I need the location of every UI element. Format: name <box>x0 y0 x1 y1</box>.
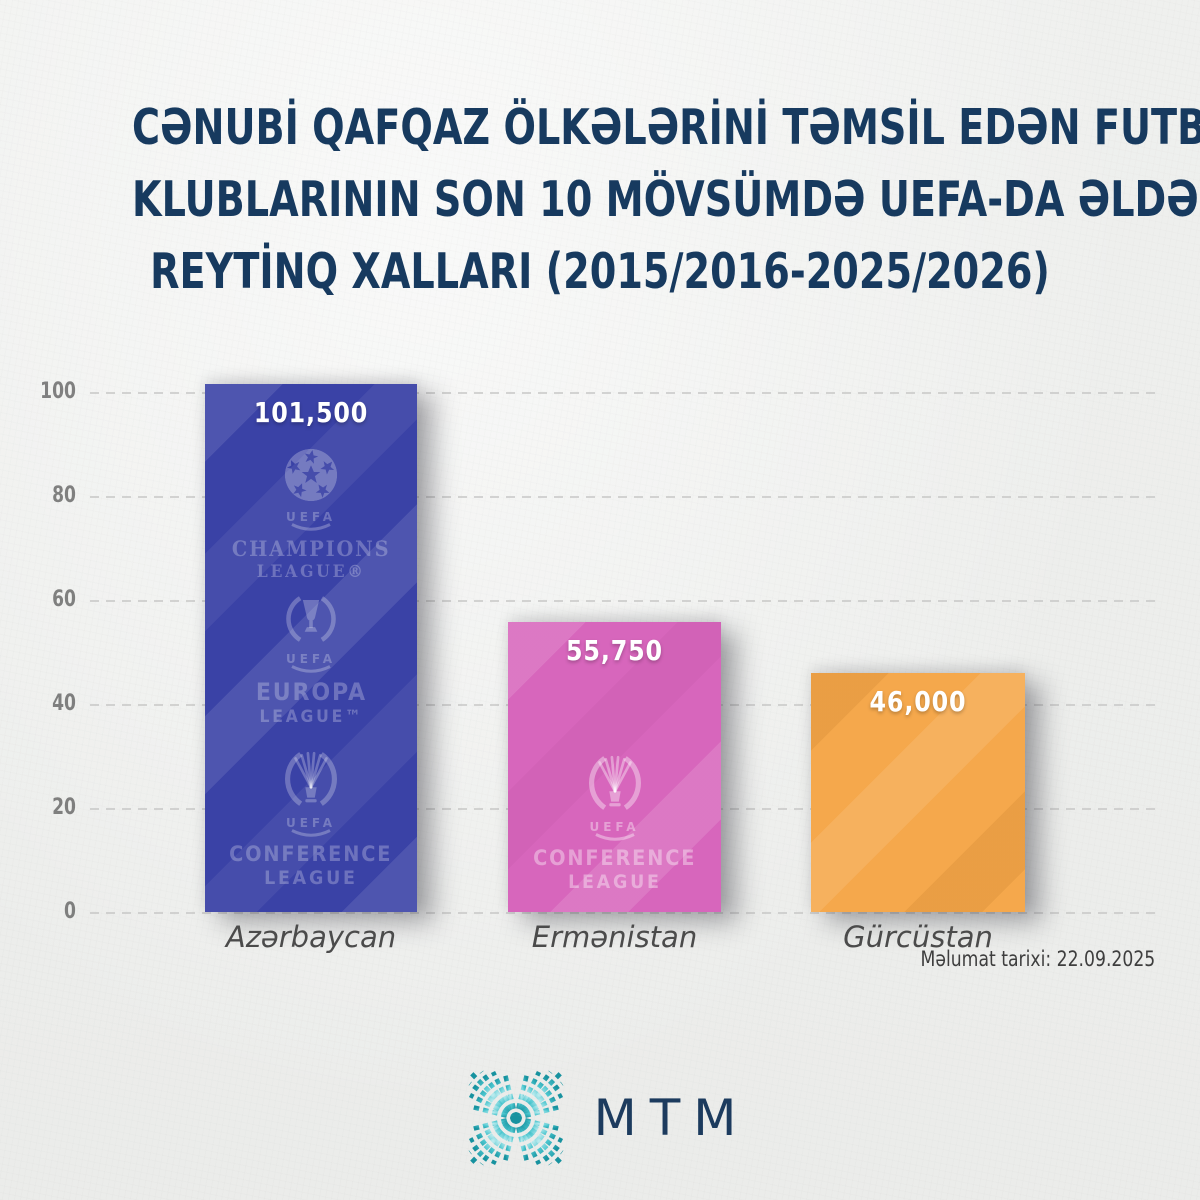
champions-league-badge: UEFA CHAMPIONS LEAGUE® <box>205 444 417 582</box>
y-tick-40: 40 <box>52 691 76 716</box>
conference-league-trophy-icon <box>588 755 641 810</box>
conference-league-badge: UEFA CONFERENCE LEAGUE <box>205 746 417 889</box>
bar-value-ermenistan: 55,750 <box>566 634 663 667</box>
brand-block: MTM <box>0 1066 1200 1170</box>
data-date-note: Məlumat tarixi: 22.09.2025 <box>920 947 1155 971</box>
champions-league-starball-icon <box>284 448 338 502</box>
conference-league-label-2: LEAGUE <box>264 867 358 889</box>
page-title: CƏNUBİ QAFQAZ ÖLKƏLƏRİNİ TƏMSİL EDƏN FUT… <box>0 92 1200 308</box>
title-line-3: REYTİNQ XALLARI (2015/2016-2025/2026) <box>150 243 1050 300</box>
europa-league-badge: UEFA EUROPA LEAGUE™ <box>205 590 417 727</box>
uefa-wordmark: UEFA <box>589 820 640 834</box>
conference-league-label-2: LEAGUE <box>567 871 662 893</box>
category-label-ermenistan: Ermənistan <box>531 920 698 954</box>
uefa-wordmark: UEFA <box>285 652 337 666</box>
y-tick-60: 60 <box>52 587 76 612</box>
brand-name: MTM <box>593 1089 750 1147</box>
uefa-wordmark: UEFA <box>285 510 337 524</box>
conference-league-badge: UEFA CONFERENCE LEAGUE <box>508 750 721 893</box>
y-tick-0: 0 <box>64 899 76 924</box>
europa-league-trophy-icon <box>286 596 336 642</box>
y-tick-100: 100 <box>40 379 76 404</box>
gridline-60: 60 <box>52 587 1155 612</box>
champions-league-label-2: LEAGUE® <box>256 562 366 582</box>
gridline-0: 0 <box>64 899 1155 924</box>
champions-league-label: CHAMPIONS <box>231 536 391 561</box>
uefa-arc-icon <box>291 523 331 531</box>
title-line-2: KLUBLARININ SON 10 MÖVSÜMDƏ UEFA-DA ƏLDƏ… <box>132 171 1200 228</box>
uefa-arc-icon <box>291 829 331 837</box>
uefa-arc-icon <box>594 833 635 841</box>
gridline-80: 80 <box>52 483 1155 508</box>
gridline-100: 100 <box>40 379 1155 404</box>
conference-league-label: CONFERENCE <box>229 842 393 866</box>
bar-azerbaycan: 101,500 <box>205 384 417 912</box>
uefa-wordmark: UEFA <box>285 816 337 830</box>
europa-league-label: EUROPA <box>255 678 367 706</box>
y-tick-80: 80 <box>52 483 76 508</box>
category-label-gurcustan: Gürcüstan <box>843 920 993 954</box>
uefa-arc-icon <box>291 665 331 673</box>
title-line-1: CƏNUBİ QAFQAZ ÖLKƏLƏRİNİ TƏMSİL EDƏN FUT… <box>132 99 1200 156</box>
bar-value-azerbaycan: 101,500 <box>253 396 369 429</box>
conference-league-label: CONFERENCE <box>532 846 697 870</box>
bar-ermenistan: 55,750 UEFA CONFERENCE LEAGUE <box>508 622 721 912</box>
category-label-azerbaycan: Azərbaycan <box>225 920 397 954</box>
mtm-logo-icon <box>467 1070 564 1166</box>
europa-league-label-2: LEAGUE™ <box>259 707 363 727</box>
bar-value-gurcustan: 46,000 <box>869 685 967 718</box>
conference-league-trophy-icon <box>285 751 337 806</box>
bar-gurcustan: 46,000 <box>811 673 1025 912</box>
y-tick-20: 20 <box>52 795 76 820</box>
